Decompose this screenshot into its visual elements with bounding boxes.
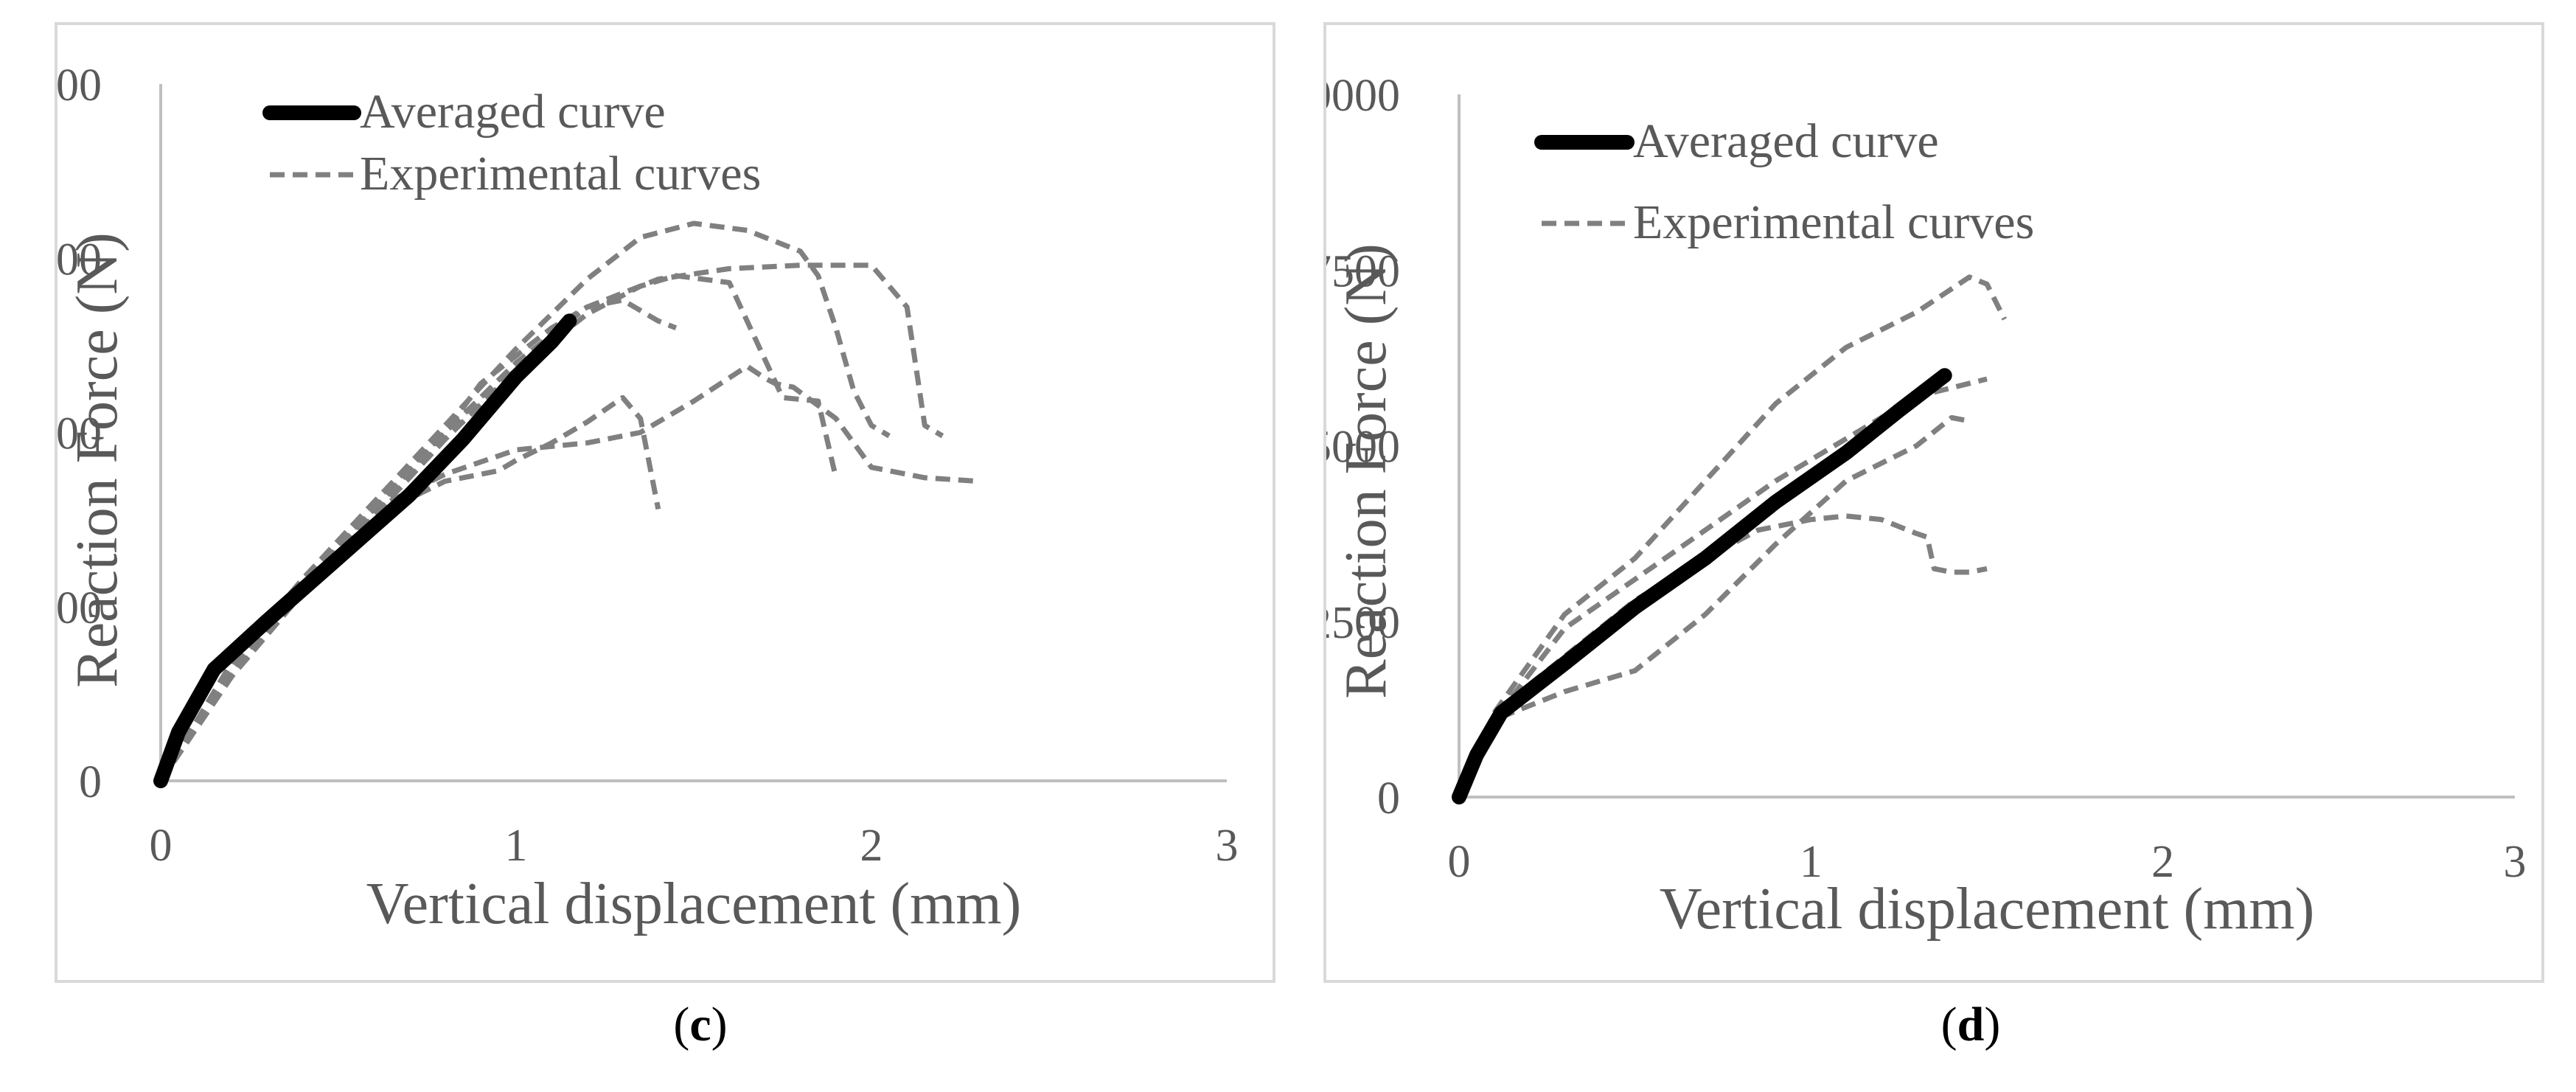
experimental-curve-line-c-1 [158, 364, 978, 782]
panel-label-d: (d) [1940, 998, 2001, 1051]
y-tick-label-d-3: 7500 [1326, 246, 1400, 296]
y-axis-label-c: Reaction Force (N) [65, 232, 130, 688]
x-tick-label-d-0: 0 [1448, 837, 1471, 887]
y-tick-label-c-0: 0 [79, 757, 102, 807]
x-axis-label-c: Vertical displacement (mm) [366, 872, 1022, 936]
experimental-curve-line-d-4 [1456, 513, 1988, 799]
experimental-curve-line-c-2 [158, 220, 891, 782]
y-axis-label-d: Reaction Force (N) [1334, 243, 1399, 699]
x-tick-label-c-0: 0 [150, 821, 173, 871]
legend-averaged-label-c: Averaged curve [360, 85, 666, 139]
experimental-curve-line-d-1 [1456, 274, 2008, 799]
panel-label-c-letter: c [689, 998, 711, 1051]
y-tick-label-c-1: 2500 [58, 583, 102, 633]
averaged-curve-line-d [1452, 368, 1952, 804]
averaged-curve-line-c [153, 313, 577, 788]
legend-experimental-label-c: Experimental curves [360, 147, 761, 201]
x-tick-label-d-3: 3 [2504, 837, 2527, 887]
x-tick-label-c-2: 2 [860, 821, 883, 871]
y-tick-label-d-0: 0 [1377, 773, 1400, 824]
y-tick-label-c-4: 10000 [58, 60, 102, 111]
panel-label-d-letter: d [1957, 998, 1985, 1051]
experimental-curve-line-c-6 [159, 297, 678, 782]
experimental-curve-line-c-5 [159, 394, 661, 782]
y-tick-label-d-4: 10000 [1326, 71, 1400, 121]
x-tick-label-d-1: 1 [1800, 837, 1823, 887]
experimental-curve-line-c-4 [159, 273, 839, 782]
legend-experimental-label-d: Experimental curves [1633, 195, 2034, 249]
y-tick-label-d-1: 2500 [1326, 598, 1400, 648]
panel-label-c: (c) [673, 998, 728, 1051]
experimental-curve-line-d-2 [1456, 376, 1988, 799]
y-tick-label-c-3: 7500 [58, 234, 102, 285]
x-tick-label-d-2: 2 [2151, 837, 2174, 887]
x-tick-label-c-3: 3 [1216, 821, 1239, 871]
legend-averaged-label-d: Averaged curve [1633, 114, 1939, 168]
experimental-curve-line-d-3 [1456, 414, 1970, 799]
x-tick-label-c-1: 1 [505, 821, 528, 871]
x-axis-label-d: Vertical displacement (mm) [1660, 877, 2315, 942]
